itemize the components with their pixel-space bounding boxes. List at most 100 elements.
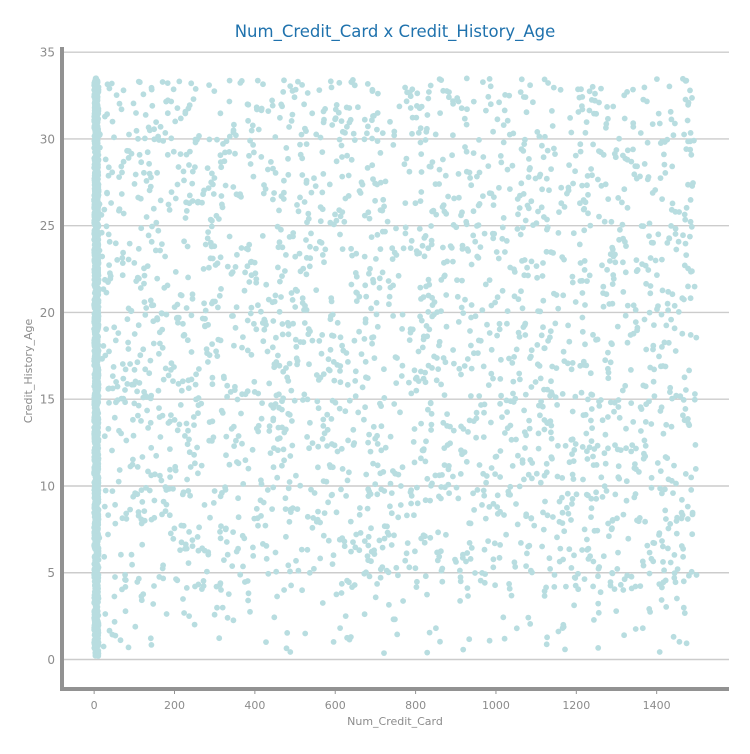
scatter-point [570, 180, 576, 187]
scatter-point [566, 546, 573, 553]
scatter-point [526, 417, 532, 424]
scatter-point [412, 565, 419, 572]
dense-cluster-point [94, 452, 101, 459]
scatter-point [394, 631, 401, 638]
dense-cluster-point [93, 267, 100, 274]
scatter-point [680, 604, 687, 611]
scatter-point [223, 433, 230, 440]
scatter-point [685, 283, 691, 290]
scatter-point [480, 487, 487, 494]
scatter-point [410, 439, 417, 445]
scatter-point [592, 90, 598, 97]
scatter-point [663, 421, 670, 428]
scatter-point [680, 545, 686, 552]
scatter-point [425, 245, 432, 252]
scatter-point [186, 200, 193, 207]
scatter-point [123, 510, 130, 517]
scatter-point [389, 256, 396, 262]
scatter-point [411, 459, 418, 466]
scatter-point [189, 180, 196, 187]
scatter-point [493, 249, 500, 255]
scatter-point [545, 80, 551, 86]
scatter-point [669, 163, 676, 170]
scatter-point [348, 156, 355, 163]
scatter-point [406, 379, 412, 386]
scatter-point [337, 625, 343, 631]
scatter-point [370, 423, 377, 430]
scatter-point [544, 419, 550, 426]
dense-cluster-point [93, 459, 100, 466]
scatter-point [279, 406, 285, 413]
scatter-point [613, 608, 620, 614]
scatter-point [346, 469, 352, 476]
scatter-point [266, 380, 273, 387]
scatter-point [397, 409, 403, 416]
scatter-point [173, 576, 179, 582]
scatter-point [659, 256, 665, 263]
scatter-point [189, 295, 196, 302]
scatter-point [421, 253, 428, 260]
scatter-point [131, 366, 138, 373]
scatter-point [565, 322, 571, 329]
scatter-point [138, 516, 145, 523]
scatter-point [457, 598, 463, 604]
scatter-point [525, 614, 532, 621]
scatter-point [679, 330, 686, 337]
scatter-point [135, 402, 142, 409]
scatter-point [296, 250, 303, 257]
scatter-point [321, 510, 328, 516]
scatter-point [501, 635, 508, 642]
scatter-point [329, 464, 336, 471]
scatter-point [661, 567, 667, 574]
scatter-point [422, 497, 429, 504]
scatter-point [97, 211, 103, 217]
scatter-point [422, 458, 429, 465]
scatter-point [554, 534, 560, 541]
scatter-point [457, 471, 464, 477]
scatter-point [528, 198, 535, 205]
scatter-point [145, 425, 152, 431]
scatter-point [191, 451, 198, 458]
scatter-point [104, 190, 110, 197]
scatter-point [420, 333, 427, 340]
scatter-point [253, 276, 260, 282]
scatter-point [370, 113, 376, 119]
scatter-point [297, 151, 304, 158]
scatter-point [445, 193, 451, 200]
scatter-point [391, 401, 398, 407]
scatter-point [250, 142, 256, 148]
scatter-point [581, 227, 588, 234]
scatter-point [160, 575, 167, 582]
scatter-point [289, 111, 296, 118]
scatter-point [237, 571, 244, 578]
scatter-point [680, 232, 686, 239]
scatter-point [120, 210, 127, 217]
scatter-point [548, 429, 554, 436]
scatter-point [488, 370, 495, 377]
y-tick-label: 5 [47, 566, 55, 580]
scatter-point [147, 297, 154, 304]
scatter-point [687, 233, 693, 240]
scatter-point [605, 115, 611, 122]
scatter-point [571, 447, 578, 453]
scatter-point [534, 342, 541, 348]
scatter-point [642, 442, 649, 449]
dense-cluster-point [93, 556, 100, 563]
scatter-point [459, 277, 465, 284]
scatter-point [682, 240, 689, 247]
scatter-point [559, 391, 566, 397]
scatter-point [596, 213, 602, 220]
scatter-point [482, 515, 489, 522]
scatter-point [622, 382, 629, 389]
scatter-point [682, 471, 689, 477]
scatter-point [679, 496, 685, 503]
scatter-point [658, 311, 665, 318]
scatter-point [402, 84, 408, 91]
scatter-point [368, 525, 374, 532]
scatter-point [527, 355, 533, 361]
scatter-point [363, 471, 370, 478]
scatter-point [522, 332, 529, 338]
scatter-point [531, 522, 538, 529]
scatter-point [390, 282, 396, 289]
scatter-point [550, 514, 556, 520]
